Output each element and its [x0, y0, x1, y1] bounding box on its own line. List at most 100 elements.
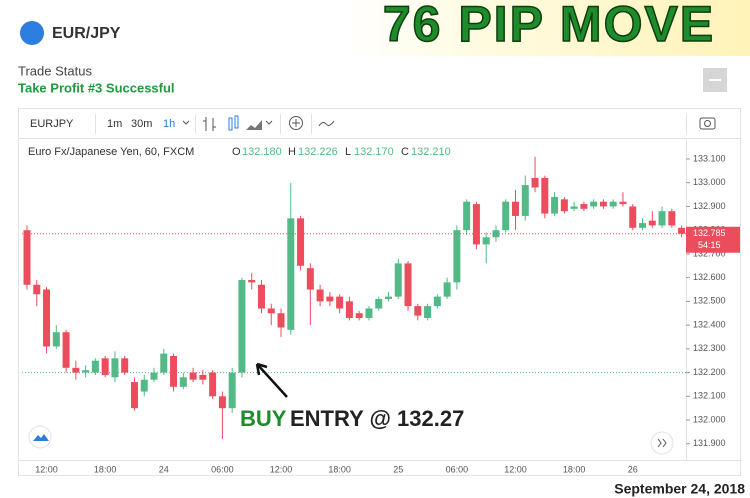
- symbol: EUR/JPY: [52, 25, 121, 42]
- y-tick-label: 133.100: [693, 153, 726, 163]
- candle-body: [140, 379, 148, 392]
- candle-body: [599, 201, 607, 207]
- countdown: 54:15: [698, 240, 721, 250]
- x-tick-label: 24: [159, 464, 169, 474]
- candle-body: [443, 282, 451, 297]
- candle-body: [551, 196, 559, 214]
- candle-body: [33, 284, 41, 295]
- candle-body: [72, 367, 80, 373]
- chevron[interactable]: [265, 120, 273, 125]
- area-style-icon[interactable]: [246, 120, 262, 130]
- candle-body: [179, 377, 187, 387]
- candle-body: [639, 223, 647, 228]
- candle-body: [502, 201, 510, 231]
- candle-body: [453, 230, 461, 283]
- y-tick-label: 131.900: [693, 438, 726, 448]
- candle-body: [658, 211, 666, 226]
- logo-icon: [33, 434, 49, 441]
- candle-body: [257, 284, 265, 309]
- candle-body: [570, 206, 578, 209]
- last-price-label: 132.785: [693, 228, 726, 238]
- x-tick-label: 18:00: [94, 464, 117, 474]
- candle-body: [375, 299, 383, 309]
- candle-body: [648, 220, 656, 226]
- y-tick-label: 132.900: [693, 201, 726, 211]
- candle-body: [170, 355, 178, 387]
- snapshot-icon[interactable]: [699, 117, 716, 130]
- snapshot-lens: [704, 120, 711, 127]
- y-tick-label: 132.000: [693, 414, 726, 424]
- legend-value: 132.180: [242, 146, 282, 158]
- toolbar-symbol[interactable]: EURJPY: [30, 118, 74, 130]
- candle-body: [463, 201, 471, 231]
- candle-body: [541, 177, 549, 214]
- x-tick-label: 06:00: [211, 464, 234, 474]
- candle-body: [404, 263, 412, 307]
- candle-body: [82, 370, 90, 373]
- candle-body: [472, 204, 480, 245]
- candle-body: [277, 313, 285, 328]
- bar-style-icon[interactable]: [203, 117, 216, 131]
- x-tick-label: 06:00: [446, 464, 469, 474]
- candle-style-icon[interactable]: [228, 115, 239, 131]
- y-tick-label: 132.200: [693, 367, 726, 377]
- legend-value: 132.210: [411, 146, 451, 158]
- annotation-side: BUY: [240, 406, 287, 431]
- x-tick-label: 18:00: [328, 464, 351, 474]
- candle-body: [199, 374, 207, 380]
- candle-body: [365, 308, 373, 318]
- candle-body: [433, 296, 441, 307]
- candle-body: [560, 199, 568, 212]
- x-tick-label: 18:00: [563, 464, 586, 474]
- candle-body: [521, 185, 529, 216]
- chevron[interactable]: [182, 120, 190, 125]
- indicators-icon-plus: [292, 119, 300, 127]
- candle-body: [150, 372, 158, 380]
- annotation-arrow: [255, 362, 288, 398]
- indicators-icon[interactable]: [289, 116, 303, 130]
- candle-body: [668, 211, 676, 226]
- y-tick-label: 133.000: [693, 177, 726, 187]
- candle-body: [492, 230, 500, 238]
- candle-body: [580, 204, 588, 209]
- candle-body: [52, 332, 60, 347]
- interval[interactable]: 30m: [131, 118, 152, 130]
- candle-body: [482, 237, 490, 245]
- x-tick-label: 12:00: [35, 464, 58, 474]
- scroll-button[interactable]: [650, 431, 674, 455]
- candle-body: [414, 306, 422, 316]
- candle-body: [678, 227, 686, 234]
- candle-body: [248, 280, 256, 283]
- symbol-icon: [20, 21, 44, 45]
- interval[interactable]: 1h: [163, 118, 175, 130]
- y-tick-label: 132.700: [693, 248, 726, 258]
- candle-body: [345, 301, 353, 318]
- x-tick-label: 12:00: [504, 464, 527, 474]
- candle-body: [531, 177, 539, 188]
- candle-body: [424, 306, 432, 318]
- date: September 24, 2018: [614, 481, 745, 497]
- candle-body: [394, 263, 402, 297]
- legend-key: C: [401, 146, 409, 158]
- annotation-text: ENTRY @ 132.27: [290, 406, 464, 431]
- candle-body: [609, 201, 617, 207]
- candle-body: [189, 372, 197, 380]
- candle-body: [130, 382, 138, 409]
- legend-key: L: [345, 146, 351, 158]
- interval[interactable]: 1m: [107, 118, 122, 130]
- candle-body: [384, 296, 392, 299]
- candle-body: [62, 332, 70, 368]
- candle-body: [306, 268, 314, 290]
- candle-body: [326, 296, 334, 302]
- x-tick-label: 26: [628, 464, 638, 474]
- y-tick-label: 132.100: [693, 391, 726, 401]
- candle-body: [23, 230, 31, 285]
- candle-body: [238, 280, 246, 373]
- candle-body: [43, 289, 51, 347]
- compare-icon[interactable]: [318, 120, 335, 127]
- candle-body: [355, 313, 363, 318]
- trade-status: Take Profit #3 Successful: [18, 80, 175, 95]
- last-price-tag: [686, 226, 740, 253]
- headline-banner: [340, 0, 750, 56]
- legend-name: Euro Fx/Japanese Yen, 60, FXCM: [28, 146, 194, 158]
